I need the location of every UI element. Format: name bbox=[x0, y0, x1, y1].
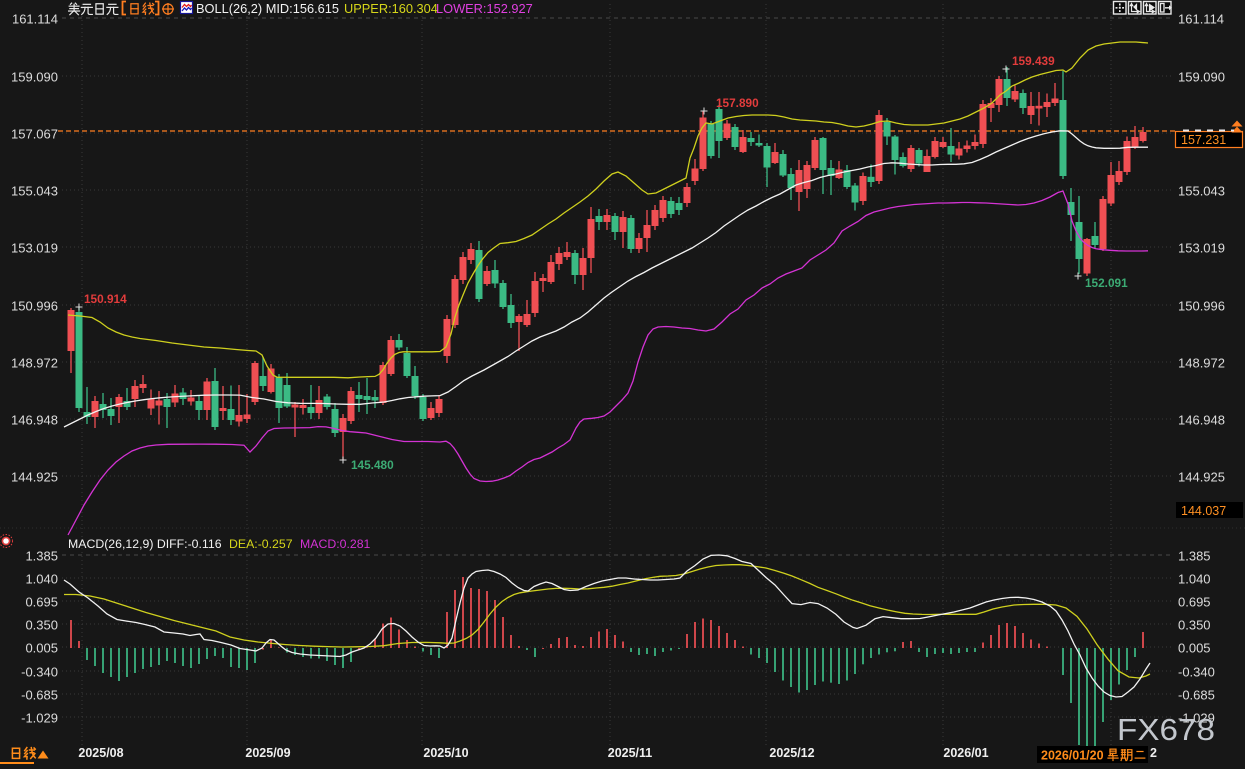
svg-text:159.439: 159.439 bbox=[1012, 54, 1055, 68]
svg-text:DEA:-0.257: DEA:-0.257 bbox=[229, 537, 293, 551]
svg-text:UPPER:160.304: UPPER:160.304 bbox=[344, 1, 438, 16]
svg-text:MACD(26,12,9) DIFF:-0.116: MACD(26,12,9) DIFF:-0.116 bbox=[68, 537, 222, 551]
svg-text:144.925: 144.925 bbox=[11, 470, 58, 485]
svg-text:2: 2 bbox=[1150, 746, 1157, 760]
svg-text:-0.685: -0.685 bbox=[21, 688, 58, 703]
svg-text:150.996: 150.996 bbox=[1178, 299, 1225, 314]
svg-text:FX678: FX678 bbox=[1117, 712, 1215, 747]
svg-text:146.948: 146.948 bbox=[11, 413, 58, 428]
svg-text:0.695: 0.695 bbox=[1178, 595, 1211, 610]
svg-text:2025/08: 2025/08 bbox=[78, 746, 123, 760]
svg-text:-0.340: -0.340 bbox=[21, 665, 58, 680]
svg-text:-0.685: -0.685 bbox=[1178, 688, 1215, 703]
svg-text:161.114: 161.114 bbox=[12, 12, 58, 27]
svg-text:148.972: 148.972 bbox=[1178, 356, 1225, 371]
svg-text:157.067: 157.067 bbox=[11, 127, 58, 142]
svg-text:148.972: 148.972 bbox=[11, 356, 58, 371]
svg-text:157.231: 157.231 bbox=[1181, 133, 1226, 147]
svg-text:0.005: 0.005 bbox=[1178, 641, 1211, 656]
svg-text:153.019: 153.019 bbox=[1178, 241, 1225, 256]
svg-text:155.043: 155.043 bbox=[1178, 184, 1225, 199]
svg-text:159.090: 159.090 bbox=[11, 70, 58, 85]
svg-text:2025/10: 2025/10 bbox=[423, 746, 468, 760]
svg-text:145.480: 145.480 bbox=[351, 458, 394, 472]
svg-text:159.090: 159.090 bbox=[1178, 70, 1225, 85]
svg-text:-1.029: -1.029 bbox=[1178, 711, 1215, 726]
svg-text:1.040: 1.040 bbox=[25, 572, 58, 587]
svg-text:2026/01/20: 2026/01/20 bbox=[1041, 749, 1104, 763]
svg-text:0.350: 0.350 bbox=[1178, 618, 1211, 633]
svg-text:MACD:0.281: MACD:0.281 bbox=[300, 537, 371, 551]
svg-text:1.040: 1.040 bbox=[1178, 572, 1211, 587]
svg-text:0.695: 0.695 bbox=[25, 595, 58, 610]
svg-text:2025/12: 2025/12 bbox=[769, 746, 814, 760]
svg-text:157.890: 157.890 bbox=[716, 96, 759, 110]
svg-text:150.996: 150.996 bbox=[11, 299, 58, 314]
svg-text:144.037: 144.037 bbox=[1181, 504, 1226, 518]
svg-text:2025/09: 2025/09 bbox=[245, 746, 290, 760]
svg-text:1.385: 1.385 bbox=[1178, 549, 1211, 564]
svg-text:146.948: 146.948 bbox=[1178, 413, 1225, 428]
svg-text:0.350: 0.350 bbox=[25, 618, 58, 633]
svg-text:0.005: 0.005 bbox=[25, 641, 58, 656]
svg-text:2025/11: 2025/11 bbox=[608, 746, 653, 760]
svg-text:153.019: 153.019 bbox=[11, 241, 58, 256]
svg-text:144.925: 144.925 bbox=[1178, 470, 1225, 485]
svg-text:-1.029: -1.029 bbox=[21, 711, 58, 726]
svg-text:2026/01: 2026/01 bbox=[943, 746, 988, 760]
svg-text:152.091: 152.091 bbox=[1085, 276, 1128, 290]
svg-text:155.043: 155.043 bbox=[11, 184, 58, 199]
svg-text:BOLL(26,2) MID:156.615: BOLL(26,2) MID:156.615 bbox=[196, 1, 339, 16]
svg-text:-0.340: -0.340 bbox=[1178, 665, 1215, 680]
svg-text:161.114: 161.114 bbox=[1178, 12, 1224, 27]
svg-text:150.914: 150.914 bbox=[84, 292, 127, 306]
svg-text:1.385: 1.385 bbox=[25, 549, 58, 564]
svg-text:LOWER:152.927: LOWER:152.927 bbox=[436, 1, 533, 16]
